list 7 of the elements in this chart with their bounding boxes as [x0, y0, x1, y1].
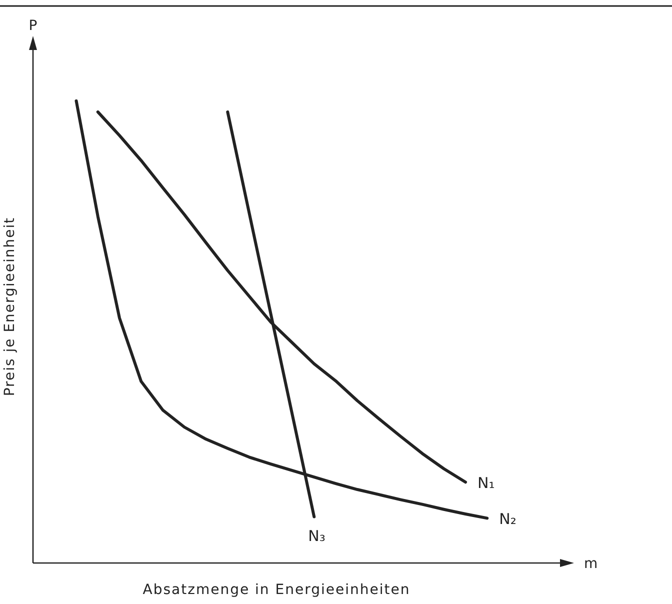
series-label: N₁ [478, 474, 495, 492]
series-label: N₂ [499, 510, 516, 528]
text: P [28, 18, 38, 34]
text: m [584, 556, 598, 572]
series-label: N₃ [308, 526, 326, 545]
x-axis-title: Absatzmenge in Energieeinheiten [142, 582, 410, 598]
y-axis-title: Preis je Energieeinheit [2, 216, 18, 396]
